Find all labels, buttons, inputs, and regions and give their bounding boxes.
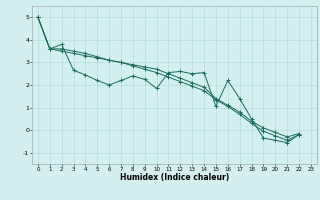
- X-axis label: Humidex (Indice chaleur): Humidex (Indice chaleur): [120, 173, 229, 182]
